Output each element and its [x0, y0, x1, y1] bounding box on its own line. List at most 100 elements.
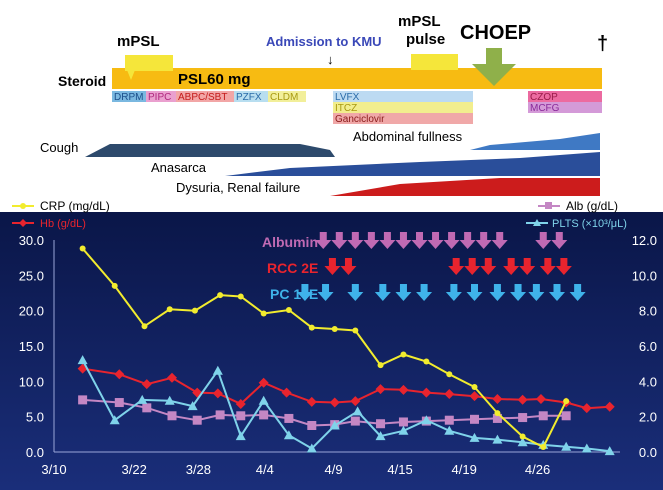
data-point-hb [114, 369, 125, 380]
data-point-hb [141, 379, 152, 390]
data-point-crp [400, 351, 407, 358]
data-point-crp [423, 358, 430, 365]
drug-label: DRPM [114, 92, 143, 103]
left-tick-label: 0.0 [26, 445, 44, 460]
series-plts [77, 355, 615, 456]
albumin-arrow [491, 232, 508, 249]
x-tick-label: 3/22 [122, 462, 147, 477]
right-tick-label: 0.0 [639, 445, 657, 460]
data-point-crp [519, 433, 526, 440]
abdominal-label: Abdominal fullness [353, 129, 463, 144]
data-point-plts [561, 441, 572, 451]
albumin-arrow [411, 232, 428, 249]
albumin-arrow [459, 232, 476, 249]
data-point-hb [235, 398, 246, 409]
data-point-plts [109, 415, 120, 425]
drug-label: CLDM [270, 92, 298, 103]
data-point-plts [187, 401, 198, 411]
data-point-hb [258, 377, 269, 388]
legend-alb-label: Alb (g/dL) [566, 199, 618, 213]
x-tick-label: 4/19 [452, 462, 477, 477]
drug-drpm: DRPM [112, 91, 146, 103]
data-point-hb [469, 391, 480, 402]
albumin-arrow [347, 232, 364, 249]
pc-arrow [528, 284, 545, 301]
data-point-hb [604, 401, 615, 412]
data-point-crp [377, 362, 384, 369]
drug-lvfx: LVFX [333, 91, 473, 103]
drug-label: ABPC/SBT [178, 92, 227, 103]
right-tick-label: 2.0 [639, 410, 657, 425]
right-tick-label: 6.0 [639, 339, 657, 354]
left-tick-label: 15.0 [19, 339, 44, 354]
data-point-crp [331, 326, 338, 333]
pc-arrow [317, 284, 334, 301]
pc-arrow [445, 284, 462, 301]
albumin-arrow [535, 232, 552, 249]
albumin-arrow [363, 232, 380, 249]
data-point-crp [237, 293, 244, 300]
anasarca-band [225, 152, 600, 176]
albumin-arrow [331, 232, 348, 249]
dysuria-label: Dysuria, Renal failure [176, 180, 300, 195]
plot-area: CRP (mg/dL) Alb (g/dL) Hb (g/dL) PLTS (×… [0, 199, 663, 490]
data-point-alb [444, 415, 454, 425]
legend: CRP (mg/dL) Alb (g/dL) [12, 199, 618, 213]
albumin-arrow [395, 232, 412, 249]
mpsl-pulse-arrows [411, 54, 458, 70]
x-tick-label: 4/26 [525, 462, 550, 477]
anasarca-label: Anasarca [151, 160, 207, 175]
data-point-hb [517, 394, 528, 405]
data-point-alb [236, 411, 246, 421]
albumin-arrow [379, 232, 396, 249]
choep-arrow [472, 48, 516, 86]
series-hb [77, 363, 615, 414]
albumin-arrows [315, 232, 568, 249]
drug-label: ITCZ [335, 103, 357, 114]
data-point-hb [398, 384, 409, 395]
data-point-hb [421, 387, 432, 398]
data-point-crp [563, 398, 570, 405]
admission-label: Admission to KMU [266, 34, 382, 49]
data-point-alb [538, 411, 548, 421]
rcc-arrow [448, 258, 465, 275]
data-point-alb [561, 411, 571, 421]
drug-label: Ganciclovir [335, 114, 385, 125]
drug-pipc: PIPC [146, 91, 176, 103]
drug-mcfg: MCFG [528, 102, 602, 114]
drug-ganciclovir: Ganciclovir [333, 113, 473, 125]
pc-arrow [466, 284, 483, 301]
data-point-crp [111, 282, 118, 289]
mpsl-pulse-label-2: pulse [406, 31, 445, 48]
data-point-alb [492, 413, 502, 423]
mpsl-label: mPSL [117, 33, 160, 50]
rcc-arrow [464, 258, 481, 275]
drug-pzfx: PZFX [234, 91, 268, 103]
right-ticks: 0.0 2.0 4.0 6.0 8.0 10.0 12.0 [632, 233, 657, 460]
pc-arrows [296, 284, 586, 301]
cough-label: Cough [40, 140, 78, 155]
data-point-crp [79, 245, 86, 252]
pc-arrow [395, 284, 412, 301]
data-point-plts [306, 443, 317, 453]
rcc-arrow [539, 258, 556, 275]
right-tick-label: 8.0 [639, 304, 657, 319]
pc-arrow [416, 284, 433, 301]
rcc-arrows [324, 258, 572, 275]
data-point-hb [167, 372, 177, 383]
data-point-hb [281, 387, 292, 398]
data-point-alb [142, 403, 152, 413]
death-dagger: † [597, 33, 608, 55]
drug-label: CZOP [530, 92, 558, 103]
data-point-plts [283, 430, 294, 440]
data-point-plts [398, 425, 409, 435]
rcc-arrow [340, 258, 357, 275]
data-point-hb [350, 396, 361, 407]
data-point-hb [535, 394, 546, 404]
right-tick-label: 4.0 [639, 374, 657, 389]
left-ticks: 0.0 5.0 10.0 15.0 20.0 25.0 30.0 [19, 233, 44, 460]
series-lines [77, 245, 615, 456]
mpsl-pulse-label-1: mPSL [398, 13, 441, 30]
x-tick-label: 3/10 [41, 462, 66, 477]
